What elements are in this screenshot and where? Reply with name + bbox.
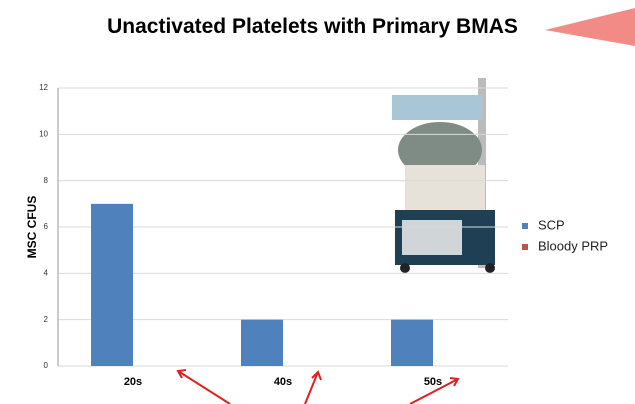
- chart-title: Unactivated Platelets with Primary BMAS: [80, 10, 545, 43]
- bar: [241, 320, 283, 366]
- x-tick-label: 40s: [274, 376, 292, 388]
- x-tick-label: 50s: [424, 376, 442, 388]
- y-axis-label: MSC CFUS: [25, 196, 39, 259]
- pointer-arrow: [545, 8, 635, 46]
- arrows: [178, 370, 458, 404]
- device-image: [392, 78, 495, 273]
- legend-label: Bloody PRP: [538, 238, 608, 253]
- legend-swatch: [522, 223, 528, 229]
- y-tick-label: 0: [44, 361, 49, 370]
- y-tick-label: 4: [44, 268, 49, 277]
- bar: [91, 204, 133, 366]
- legend-label: SCP: [538, 217, 565, 232]
- x-tick-label: 20s: [124, 376, 142, 388]
- legend-swatch: [522, 244, 528, 250]
- slide: MSC CFUS 0 2 4 6 8 10 12 20s 40s 50s SCP Bloody PRP…: [0, 0, 635, 404]
- bar: [391, 320, 433, 366]
- y-tick-label: 2: [44, 315, 49, 324]
- y-tick-label: 12: [39, 83, 48, 92]
- y-tick-label: 8: [44, 176, 49, 185]
- y-tick-label: 10: [39, 129, 48, 138]
- chart: MSC CFUS 0 2 4 6 8 10 12 20s 40s 50s SCP Bloody PRP: [0, 0, 635, 404]
- y-tick-label: 6: [44, 222, 49, 231]
